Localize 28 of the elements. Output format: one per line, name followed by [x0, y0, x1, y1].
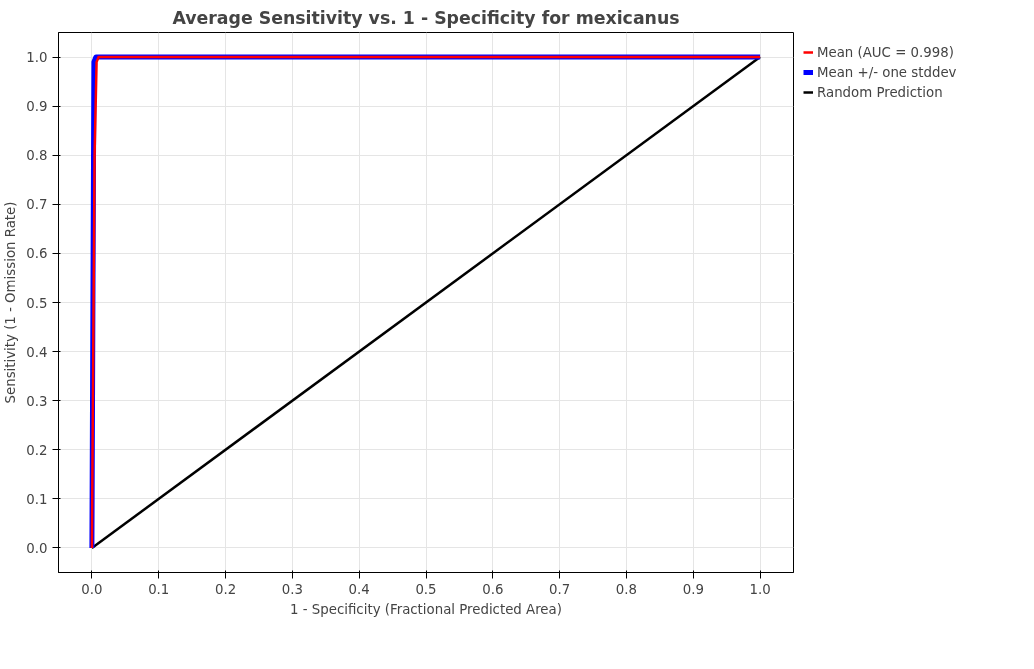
- y-tick-label: 0.8: [26, 148, 48, 164]
- y-tick-label: 0.6: [26, 246, 48, 262]
- chart-title: Average Sensitivity vs. 1 - Specificity for mexicanus: [172, 7, 680, 28]
- y-tick-label: 0.4: [26, 344, 48, 360]
- x-tick-label: 0.2: [214, 581, 237, 597]
- x-tick-label: 0.3: [281, 581, 303, 597]
- legend-label: Mean (AUC = 0.998): [817, 44, 954, 60]
- x-tick-label: 0.5: [415, 581, 437, 597]
- x-axis-title: 1 - Specificity (Fractional Predicted Area): [290, 601, 562, 617]
- x-tick-label: 0.9: [682, 581, 704, 597]
- x-tick-label: 1.0: [749, 581, 771, 597]
- y-tick-label: 0.5: [26, 295, 48, 311]
- x-tick-label: 0.0: [81, 581, 103, 597]
- y-tick-label: 0.0: [26, 540, 48, 556]
- legend-label: Random Prediction: [817, 84, 943, 100]
- legend-label: Mean +/- one stddev: [817, 64, 957, 80]
- y-tick-label: 0.2: [26, 442, 48, 458]
- y-tick-label: 0.3: [26, 393, 48, 409]
- x-tick-label: 0.7: [549, 581, 571, 597]
- y-tick-label: 0.1: [26, 491, 48, 507]
- y-tick-label: 1.0: [26, 50, 48, 66]
- x-tick-label: 0.1: [148, 581, 170, 597]
- x-tick-label: 0.4: [348, 581, 370, 597]
- y-axis-title: Sensitivity (1 - Omission Rate): [3, 201, 19, 404]
- y-tick-label: 0.9: [26, 99, 48, 115]
- x-tick-label: 0.6: [482, 581, 504, 597]
- y-tick-label: 0.7: [26, 197, 48, 213]
- x-tick-label: 0.8: [615, 581, 638, 597]
